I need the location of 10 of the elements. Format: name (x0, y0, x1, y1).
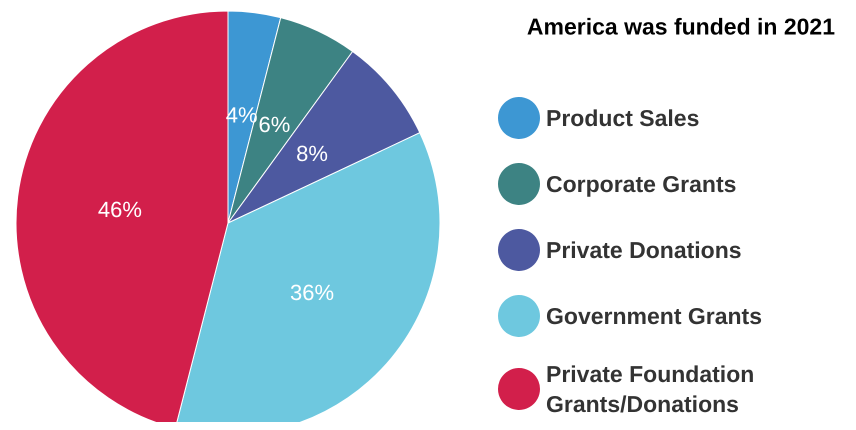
legend-label: Private Donations (546, 237, 742, 263)
data-label: 8% (296, 141, 328, 166)
legend-label: Private Foundation Grants/Donations (546, 361, 761, 417)
data-label: 36% (290, 280, 334, 305)
chart-title: America was funded in 2021 (526, 14, 836, 40)
legend-label: Government Grants (546, 303, 762, 329)
legend-label: Corporate Grants (546, 171, 736, 197)
data-label: 46% (98, 196, 142, 222)
legend-label: Product Sales (546, 105, 700, 131)
data-label: 6% (258, 112, 290, 137)
